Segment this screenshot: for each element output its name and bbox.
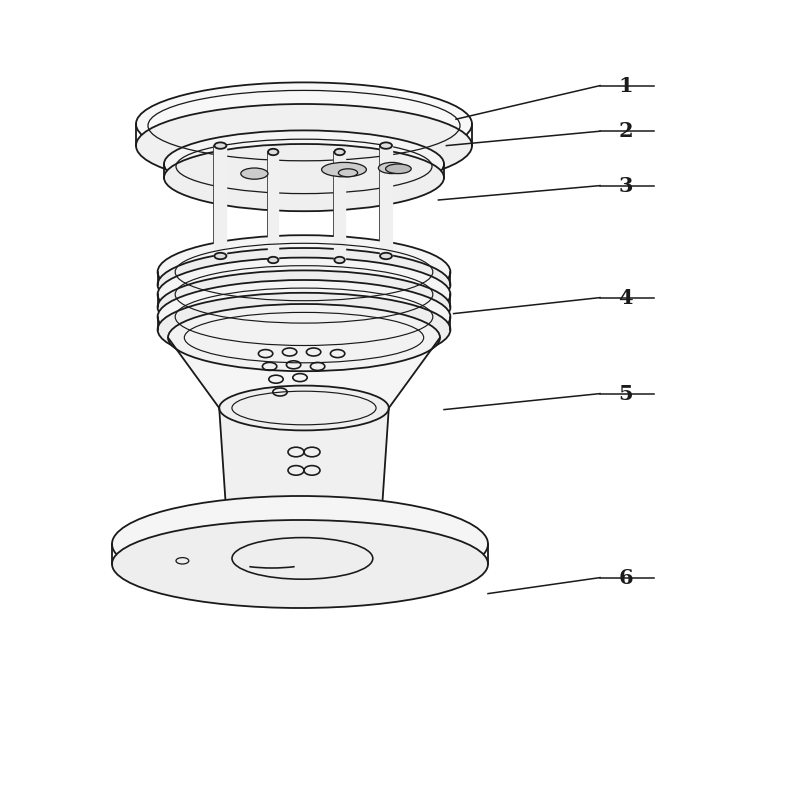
Polygon shape — [168, 338, 440, 408]
Ellipse shape — [338, 169, 358, 177]
Ellipse shape — [158, 258, 450, 331]
Polygon shape — [214, 146, 226, 256]
Ellipse shape — [112, 496, 488, 592]
Polygon shape — [268, 152, 278, 260]
Polygon shape — [219, 408, 389, 526]
Ellipse shape — [268, 149, 278, 155]
Ellipse shape — [322, 162, 366, 177]
Ellipse shape — [136, 104, 472, 187]
Ellipse shape — [158, 248, 450, 322]
Text: 1: 1 — [618, 76, 633, 96]
Ellipse shape — [158, 235, 450, 309]
Text: 6: 6 — [618, 568, 633, 587]
Text: 5: 5 — [618, 384, 633, 403]
Ellipse shape — [112, 520, 488, 608]
Ellipse shape — [214, 142, 226, 149]
Ellipse shape — [241, 168, 268, 179]
Polygon shape — [380, 146, 392, 256]
Ellipse shape — [158, 280, 450, 354]
Ellipse shape — [164, 130, 444, 198]
Ellipse shape — [136, 82, 472, 166]
Ellipse shape — [164, 144, 444, 211]
Ellipse shape — [334, 149, 345, 155]
Ellipse shape — [386, 164, 411, 174]
Ellipse shape — [158, 270, 450, 344]
Ellipse shape — [158, 293, 450, 366]
Polygon shape — [334, 152, 345, 260]
Text: 4: 4 — [618, 288, 633, 308]
Ellipse shape — [219, 386, 389, 430]
Ellipse shape — [378, 162, 406, 174]
Ellipse shape — [380, 142, 392, 149]
Ellipse shape — [268, 257, 278, 263]
Ellipse shape — [334, 257, 345, 263]
Ellipse shape — [214, 253, 226, 259]
Text: 2: 2 — [618, 122, 633, 141]
Text: 3: 3 — [618, 176, 633, 196]
Ellipse shape — [380, 253, 392, 259]
Ellipse shape — [168, 304, 440, 371]
